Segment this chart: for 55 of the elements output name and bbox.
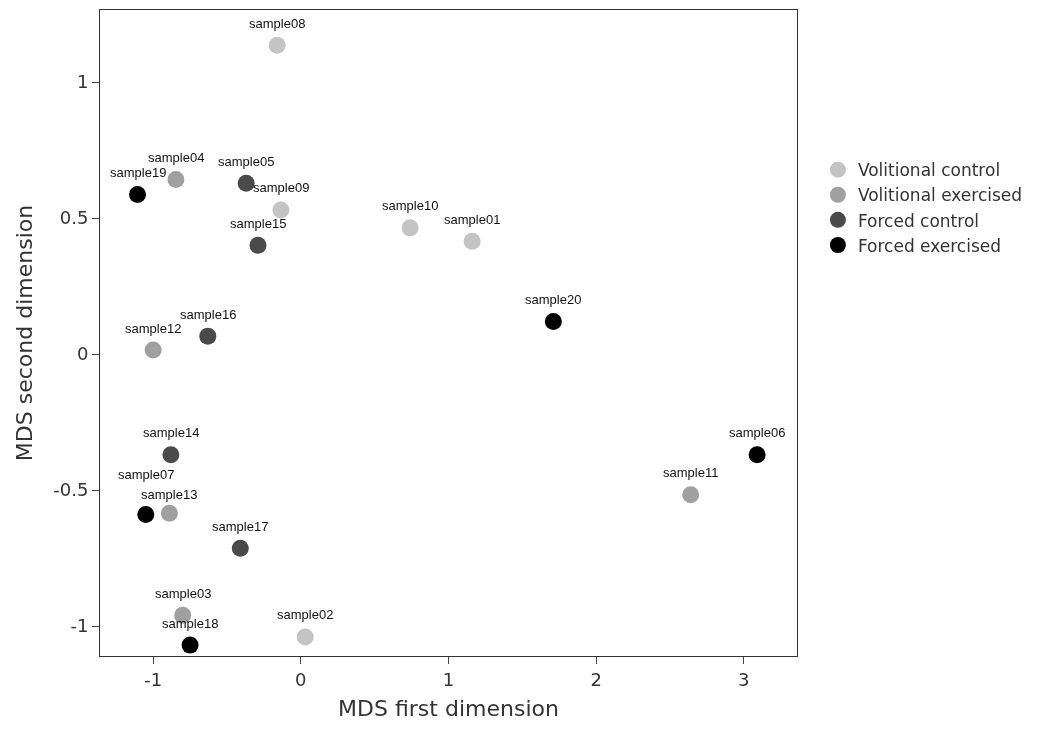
point [296,628,314,646]
point [401,219,419,237]
point [249,236,267,254]
annotation: sample03 [155,586,212,601]
point [682,486,700,504]
x-axis-title: MDS first dimension [338,696,559,722]
annotation: sample17 [212,519,269,534]
point [181,636,199,654]
point [463,232,481,250]
annotation: sample12 [125,321,182,336]
annotation: sample14 [143,425,200,440]
annotation: sample16 [180,307,237,322]
annotation: sample04 [148,150,205,165]
legend-label: Forced control [857,210,980,231]
annotation: sample09 [253,180,310,195]
y-tick-label: 0 [76,343,89,365]
point [237,174,255,192]
annotation: sample18 [162,616,219,631]
annotation: sample20 [525,292,582,307]
point [272,201,290,219]
y-tick-label: 0.5 [59,207,89,229]
y-tick-label: -1 [70,615,89,637]
y-tick-label: 1 [76,71,89,93]
annotation: sample10 [382,198,439,213]
x-tick-label: 0 [295,668,307,690]
annotation: sample19 [110,165,167,180]
y-tick-label: -0.5 [53,479,89,501]
annotation: sample13 [141,487,198,502]
annotation: sample05 [218,154,275,169]
point [231,539,249,557]
legend-label: Volitional control [857,160,1001,181]
legend-label: Volitional exercised [857,185,1023,206]
annotation: sample01 [444,212,501,227]
annotation: sample11 [663,465,719,480]
point [144,341,162,359]
annotation: sample07 [118,467,175,482]
x-tick-label: 2 [590,668,602,690]
x-tick-label: 1 [442,668,455,690]
point [199,327,217,345]
point [162,446,180,464]
point [137,506,155,524]
annotation: sample06 [729,425,786,440]
point [748,446,766,464]
point [160,504,178,522]
legend-label: Forced exercised [857,235,1002,256]
point [167,170,185,188]
point [129,185,147,203]
point [268,36,286,54]
annotation: sample02 [277,607,334,622]
y-axis-title: MDS second dimension [12,204,38,462]
x-tick-label: -1 [144,668,163,690]
x-tick-label: 3 [738,668,750,690]
annotation: sample08 [249,16,306,31]
point [544,312,562,330]
annotation: sample15 [230,216,287,231]
